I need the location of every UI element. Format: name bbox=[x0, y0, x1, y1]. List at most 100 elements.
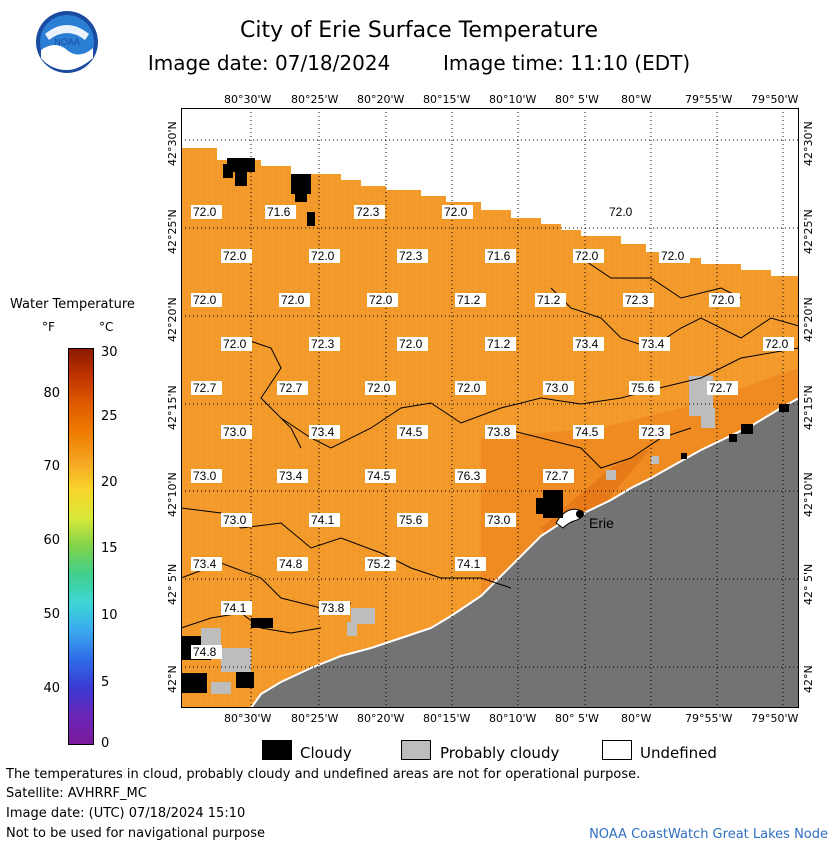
temperature-label-bg bbox=[221, 601, 252, 615]
temperature-label-bg bbox=[397, 425, 428, 439]
longitude-label: 79°50'W bbox=[751, 93, 799, 106]
temperature-label-bg bbox=[397, 249, 428, 263]
latitude-label: 42°10'N bbox=[802, 472, 815, 517]
temperature-label-bg bbox=[573, 425, 604, 439]
undefined-swatch bbox=[602, 740, 632, 760]
latitude-label: 42°20'N bbox=[802, 297, 815, 342]
temperature-label: 71.2 bbox=[537, 293, 561, 307]
temperature-label: 71.6 bbox=[267, 205, 291, 219]
temperature-label-bg bbox=[623, 293, 654, 307]
latitude-label: 42°30'N bbox=[802, 121, 815, 166]
city-label-erie: Erie bbox=[589, 515, 614, 531]
temperature-label: 73.8 bbox=[487, 425, 511, 439]
longitude-label: 80° 5'W bbox=[555, 712, 599, 725]
temperature-label-bg bbox=[573, 337, 604, 351]
note-line-1: The temperatures in cloud, probably clou… bbox=[6, 767, 641, 782]
longitude-label: 80°10'W bbox=[489, 712, 537, 725]
credit-text: NOAA CoastWatch Great Lakes Node bbox=[589, 827, 828, 842]
subtitle: Image date: 07/18/2024 Image time: 11:10… bbox=[0, 51, 838, 75]
fahrenheit-tick-label: 80 bbox=[43, 386, 60, 401]
latitude-label: 42°25'N bbox=[802, 209, 815, 254]
temperature-label: 72.3 bbox=[625, 293, 649, 307]
temperature-label-bg bbox=[543, 381, 574, 395]
temperature-label: 72.0 bbox=[711, 293, 735, 307]
latitude-label: 42°N bbox=[802, 665, 815, 693]
temperature-label-bg bbox=[485, 513, 516, 527]
temperature-label: 73.0 bbox=[545, 381, 569, 395]
temperature-label: 73.4 bbox=[279, 469, 303, 483]
temperature-label: 72.0 bbox=[223, 337, 247, 351]
longitude-label: 80°20'W bbox=[357, 712, 405, 725]
temperature-label: 71.2 bbox=[487, 337, 511, 351]
temperature-label-bg bbox=[319, 601, 350, 615]
temperature-label: 72.3 bbox=[356, 205, 380, 219]
latitude-label: 42°N bbox=[166, 665, 179, 693]
celsius-tick-label: 25 bbox=[101, 409, 118, 424]
temperature-label: 74.5 bbox=[575, 425, 599, 439]
latitude-label: 42°10'N bbox=[166, 472, 179, 517]
cloudy-swatch bbox=[262, 740, 292, 760]
temperature-label-bg bbox=[485, 425, 516, 439]
legend-unit-f: °F bbox=[42, 320, 55, 334]
temperature-label-bg bbox=[277, 381, 308, 395]
temperature-label-bg bbox=[397, 513, 428, 527]
temperature-label-bg bbox=[607, 205, 638, 219]
legend-title: Water Temperature bbox=[10, 297, 135, 312]
fahrenheit-tick-label: 40 bbox=[43, 681, 60, 696]
temperature-label-bg bbox=[367, 293, 398, 307]
logo-text: NOAA bbox=[54, 37, 80, 47]
temperature-label: 72.7 bbox=[545, 469, 569, 483]
temperature-label: 72.0 bbox=[223, 249, 247, 263]
temperature-label-bg bbox=[221, 513, 252, 527]
temperature-label-bg bbox=[221, 337, 252, 351]
temperature-label: 72.0 bbox=[765, 337, 789, 351]
temperature-label-bg bbox=[485, 337, 516, 351]
longitude-label: 80°10'W bbox=[489, 93, 537, 106]
temperature-label: 74.1 bbox=[457, 557, 481, 571]
celsius-tick-label: 20 bbox=[101, 475, 118, 490]
temperature-label-bg bbox=[659, 249, 690, 263]
temperature-label: 72.3 bbox=[399, 249, 423, 263]
temperature-label: 75.6 bbox=[399, 513, 423, 527]
temperature-label-bg bbox=[629, 381, 660, 395]
latitude-label: 42°15'N bbox=[166, 385, 179, 430]
image-date-label: Image date: 07/18/2024 bbox=[147, 51, 391, 75]
note-line-3: Image date: (UTC) 07/18/2024 15:10 bbox=[6, 806, 246, 821]
temperature-label: 74.8 bbox=[279, 557, 303, 571]
temperature-label-bg bbox=[221, 425, 252, 439]
temperature-label: 72.3 bbox=[311, 337, 335, 351]
longitude-label: 79°55'W bbox=[685, 93, 733, 106]
longitude-label: 80°20'W bbox=[357, 93, 405, 106]
temperature-label-bg bbox=[277, 557, 308, 571]
temperature-label-bg bbox=[763, 337, 794, 351]
temperature-label: 74.1 bbox=[223, 601, 247, 615]
temperature-label-bg bbox=[455, 293, 486, 307]
temperature-label: 72.0 bbox=[281, 293, 305, 307]
temperature-label-bg bbox=[485, 249, 516, 263]
temperature-label-bg bbox=[639, 425, 670, 439]
latitude-label: 42°15'N bbox=[802, 385, 815, 430]
noaa-logo: NOAA bbox=[36, 11, 98, 73]
latitude-label: 42°25'N bbox=[166, 209, 179, 254]
temperature-label: 73.4 bbox=[193, 557, 217, 571]
temperature-label: 75.6 bbox=[631, 381, 655, 395]
temperature-label: 73.0 bbox=[487, 513, 511, 527]
temperature-label: 74.8 bbox=[193, 645, 217, 659]
temperature-label-bg bbox=[191, 293, 222, 307]
longitude-label: 80°25'W bbox=[291, 93, 339, 106]
temperature-label-bg bbox=[191, 469, 222, 483]
temperature-label-bg bbox=[309, 513, 340, 527]
temperature-label: 72.0 bbox=[609, 205, 633, 219]
temperature-label-bg bbox=[442, 205, 473, 219]
temperature-label-bg bbox=[265, 205, 296, 219]
temperature-label: 72.0 bbox=[367, 381, 391, 395]
longitude-label: 79°50'W bbox=[751, 712, 799, 725]
temperature-label: 72.7 bbox=[709, 381, 733, 395]
celsius-tick-label: 5 bbox=[101, 675, 110, 690]
fahrenheit-tick-label: 50 bbox=[43, 607, 60, 622]
temperature-label-bg bbox=[709, 293, 740, 307]
temperature-label: 73.4 bbox=[641, 337, 665, 351]
temperature-label-bg bbox=[455, 381, 486, 395]
probably-cloudy-label: Probably cloudy bbox=[440, 744, 560, 762]
cloudy-label: Cloudy bbox=[300, 744, 352, 762]
